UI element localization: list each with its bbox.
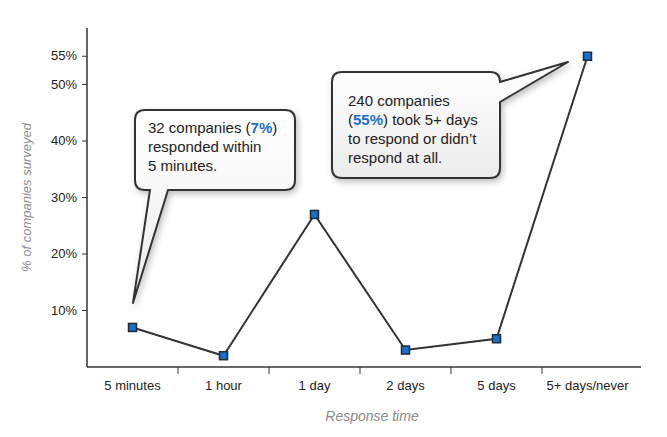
callout-bubble: [133, 110, 295, 303]
y-tick-label: 20%: [51, 246, 77, 261]
data-marker: [311, 210, 319, 218]
y-tick-label: 40%: [51, 133, 77, 148]
y-tick: [82, 84, 87, 85]
y-tick: [82, 56, 87, 57]
x-axis: [87, 366, 641, 368]
callout-segment: ): [272, 119, 277, 136]
y-tick: [82, 254, 87, 255]
callout-bubble: [332, 62, 568, 178]
y-tick: [82, 310, 87, 311]
x-tick: [542, 367, 543, 374]
callout-segment: 240 companies: [348, 92, 450, 109]
callout-segment: 5 minutes.: [148, 157, 217, 174]
chart: 10% 20% 30% 40% 50% 55% 5 minutes 1 hour 1 day 2 …: [0, 0, 667, 437]
y-tick-label: 30%: [51, 190, 77, 205]
callout-segment: to respond or didn’t: [348, 130, 477, 147]
y-tick: [82, 141, 87, 142]
callout-text: 240 companies(55%) took 5+ daysto respon…: [348, 92, 478, 166]
plot-area: [129, 52, 592, 359]
y-axis-title: % of companies surveyed: [19, 122, 34, 272]
callout-segment: 32 companies (: [148, 119, 251, 136]
x-tick: [178, 367, 179, 374]
callout-text: 32 companies (7%) responded within 5 minut…: [148, 119, 277, 174]
data-marker: [220, 352, 228, 360]
x-axis-title: Response time: [325, 408, 419, 424]
x-tick-label: 2 days: [386, 378, 425, 393]
x-tick-label: 1 day: [299, 378, 331, 393]
x-tick-label: 5+ days/never: [546, 378, 629, 393]
x-tick: [269, 367, 270, 374]
data-marker: [402, 346, 410, 354]
y-tick: [82, 197, 87, 198]
data-marker: [129, 323, 137, 331]
x-tick: [451, 367, 452, 374]
callout-segment: ) took 5+ days: [383, 111, 478, 128]
y-tick-label: 10%: [51, 303, 77, 318]
callout-segment: 55%: [353, 111, 383, 128]
x-tick-label: 5 minutes: [104, 378, 161, 393]
callout-segment: responded within: [148, 138, 261, 155]
callout-segment: 7%: [251, 119, 273, 136]
x-tick-label: 5 days: [477, 378, 516, 393]
y-tick-label: 55%: [51, 48, 77, 63]
callout-segment: respond at all.: [348, 149, 442, 166]
data-marker: [584, 52, 592, 60]
y-tick-label: 50%: [51, 77, 77, 92]
x-tick-label: 1 hour: [205, 378, 243, 393]
x-tick: [360, 367, 361, 374]
data-marker: [493, 335, 501, 343]
data-line: [133, 56, 588, 355]
